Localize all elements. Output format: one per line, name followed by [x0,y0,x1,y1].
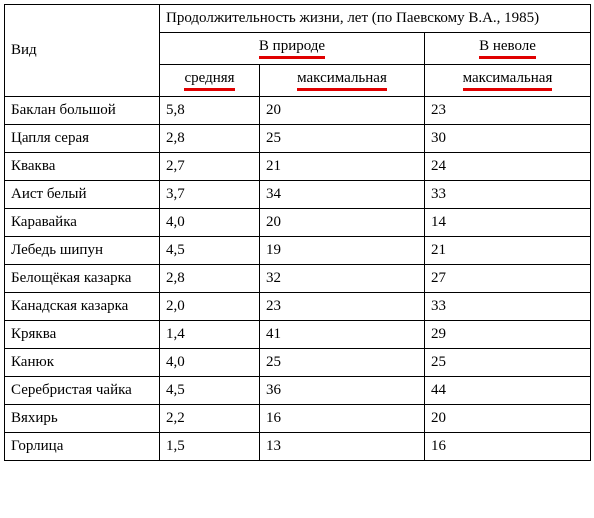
table-body: Баклан большой5,82023Цапля серая2,82530К… [5,97,591,461]
cell-captivity-max: 20 [425,405,591,433]
cell-captivity-max: 14 [425,209,591,237]
lifespan-table: Вид Продолжительность жизни, лет (по Пае… [4,4,591,461]
header-nature-group: В природе [160,33,425,65]
table-row: Канюк4,02525 [5,349,591,377]
header-captivity-max: максимальная [425,65,591,97]
cell-nature-avg: 1,5 [160,433,260,461]
cell-species: Аист белый [5,181,160,209]
cell-nature-avg: 4,5 [160,377,260,405]
cell-captivity-max: 24 [425,153,591,181]
cell-nature-max: 41 [260,321,425,349]
table-row: Горлица1,51316 [5,433,591,461]
cell-nature-max: 32 [260,265,425,293]
cell-species: Серебристая чайка [5,377,160,405]
header-species: Вид [5,5,160,97]
table-row: Кваква2,72124 [5,153,591,181]
cell-species: Лебедь шипун [5,237,160,265]
cell-species: Белощёкая казарка [5,265,160,293]
header-nature-avg: средняя [160,65,260,97]
header-nature-avg-label: средняя [184,70,234,91]
cell-species: Баклан большой [5,97,160,125]
table-header: Вид Продолжительность жизни, лет (по Пае… [5,5,591,97]
cell-nature-max: 19 [260,237,425,265]
header-nature-group-label: В природе [259,38,325,59]
cell-nature-avg: 5,8 [160,97,260,125]
table-row: Лебедь шипун4,51921 [5,237,591,265]
cell-nature-max: 23 [260,293,425,321]
cell-nature-avg: 4,0 [160,209,260,237]
table-row: Кряква1,44129 [5,321,591,349]
cell-nature-avg: 1,4 [160,321,260,349]
cell-nature-avg: 2,8 [160,265,260,293]
header-group: Продолжительность жизни, лет (по Паевско… [160,5,591,33]
table-row: Вяхирь2,21620 [5,405,591,433]
cell-nature-max: 20 [260,209,425,237]
cell-captivity-max: 30 [425,125,591,153]
cell-captivity-max: 33 [425,293,591,321]
cell-captivity-max: 29 [425,321,591,349]
cell-captivity-max: 21 [425,237,591,265]
header-captivity-group-label: В неволе [479,38,536,59]
cell-species: Канадская казарка [5,293,160,321]
cell-nature-max: 16 [260,405,425,433]
cell-captivity-max: 27 [425,265,591,293]
table-row: Канадская казарка2,02333 [5,293,591,321]
cell-nature-avg: 4,5 [160,237,260,265]
cell-captivity-max: 33 [425,181,591,209]
cell-species: Цапля серая [5,125,160,153]
table-row: Белощёкая казарка2,83227 [5,265,591,293]
cell-nature-max: 34 [260,181,425,209]
cell-species: Каравайка [5,209,160,237]
cell-nature-max: 25 [260,125,425,153]
cell-captivity-max: 44 [425,377,591,405]
cell-nature-max: 25 [260,349,425,377]
cell-captivity-max: 23 [425,97,591,125]
header-captivity-group: В неволе [425,33,591,65]
table-row: Каравайка4,02014 [5,209,591,237]
cell-species: Кряква [5,321,160,349]
table-row: Аист белый3,73433 [5,181,591,209]
cell-captivity-max: 16 [425,433,591,461]
header-captivity-max-label: максимальная [463,70,553,91]
table-row: Цапля серая2,82530 [5,125,591,153]
header-nature-max: максимальная [260,65,425,97]
cell-nature-avg: 2,2 [160,405,260,433]
cell-nature-avg: 2,0 [160,293,260,321]
header-nature-max-label: максимальная [297,70,387,91]
cell-nature-max: 36 [260,377,425,405]
cell-species: Вяхирь [5,405,160,433]
cell-captivity-max: 25 [425,349,591,377]
cell-nature-avg: 2,8 [160,125,260,153]
cell-nature-avg: 4,0 [160,349,260,377]
cell-nature-max: 13 [260,433,425,461]
cell-nature-avg: 2,7 [160,153,260,181]
cell-species: Канюк [5,349,160,377]
cell-nature-avg: 3,7 [160,181,260,209]
cell-species: Горлица [5,433,160,461]
table-row: Серебристая чайка4,53644 [5,377,591,405]
cell-nature-max: 20 [260,97,425,125]
cell-nature-max: 21 [260,153,425,181]
cell-species: Кваква [5,153,160,181]
table-row: Баклан большой5,82023 [5,97,591,125]
